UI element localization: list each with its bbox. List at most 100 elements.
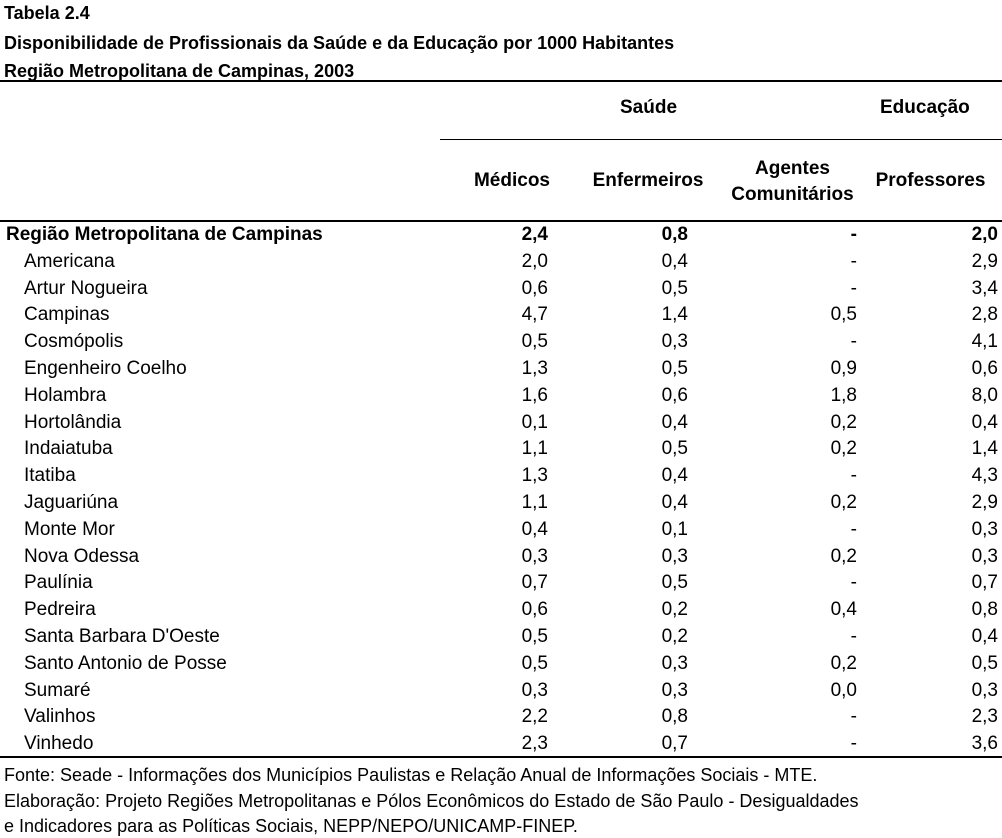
- cell-medicos: 0,5: [521, 331, 548, 353]
- cell-medicos: 2,3: [521, 733, 548, 755]
- cell-medicos: 4,7: [521, 304, 548, 326]
- cell-agentes: -: [850, 277, 857, 299]
- cell-professores: 2,9: [971, 250, 998, 272]
- cell-enfermeiros: 0,3: [661, 545, 688, 567]
- footnote-source: Fonte: Seade - Informações dos Município…: [4, 765, 818, 785]
- bottom-rule: [0, 756, 1002, 758]
- row-name: Santa Barbara D'Oeste: [24, 625, 220, 647]
- top-rule: [0, 80, 1002, 82]
- cell-agentes: 0,2: [830, 545, 857, 567]
- row-name: Jaguariúna: [24, 491, 119, 513]
- cell-medicos: 0,6: [521, 599, 548, 621]
- cell-professores: 2,8: [971, 304, 998, 326]
- footnote-elaboration-line2: e Indicadores para as Políticas Sociais,…: [4, 816, 578, 836]
- cell-professores: 0,6: [971, 357, 998, 379]
- cell-agentes: 0,2: [830, 438, 857, 460]
- row-name: Sumaré: [24, 679, 91, 701]
- table-row: Vinhedo 2,3 0,7 - 3,6: [0, 731, 1002, 758]
- footnote-elaboration-line1: Elaboração: Projeto Regiões Metropolitan…: [4, 791, 859, 811]
- cell-medicos: 2,2: [521, 706, 548, 728]
- cell-agentes: -: [850, 518, 857, 540]
- row-name: Santo Antonio de Posse: [24, 652, 227, 674]
- row-name: Itatiba: [24, 465, 76, 487]
- row-name: Artur Nogueira: [24, 277, 148, 299]
- cell-professores: 0,7: [971, 572, 998, 594]
- cell-agentes: -: [850, 465, 857, 487]
- cell-agentes: -: [850, 572, 857, 594]
- cell-professores: 0,4: [971, 411, 998, 433]
- row-name: Hortolândia: [24, 411, 122, 433]
- cell-enfermeiros: 1,4: [661, 304, 688, 326]
- table-row: Hortolândia 0,1 0,4 0,2 0,4: [0, 410, 1002, 437]
- row-name: Monte Mor: [24, 518, 115, 540]
- column-header-agentes-line2: Comunitários: [731, 184, 854, 205]
- cell-medicos: 0,4: [521, 518, 548, 540]
- cell-medicos: 0,5: [521, 652, 548, 674]
- row-name: Holambra: [24, 384, 107, 406]
- cell-enfermeiros: 0,8: [661, 706, 688, 728]
- table-row: Artur Nogueira 0,6 0,5 - 3,4: [0, 276, 1002, 303]
- cell-medicos: 2,0: [521, 250, 548, 272]
- cell-enfermeiros: 0,6: [661, 384, 688, 406]
- row-name: Região Metropolitana de Campinas: [6, 224, 323, 245]
- table-row: Valinhos 2,2 0,8 - 2,3: [0, 704, 1002, 731]
- cell-agentes: 0,2: [830, 411, 857, 433]
- column-header-agentes-line1: Agentes: [755, 158, 830, 179]
- row-name: Indaiatuba: [24, 438, 113, 460]
- column-header-medicos: Médicos: [473, 170, 551, 191]
- cell-agentes: -: [850, 331, 857, 353]
- table-row: Pedreira 0,6 0,2 0,4 0,8: [0, 597, 1002, 624]
- cell-enfermeiros: 0,4: [661, 250, 688, 272]
- cell-enfermeiros: 0,5: [661, 357, 688, 379]
- cell-agentes: 0,5: [830, 304, 857, 326]
- cell-agentes: -: [850, 733, 857, 755]
- cell-enfermeiros: 0,5: [661, 438, 688, 460]
- column-header-professores: Professores: [875, 170, 986, 191]
- cell-medicos: 0,1: [521, 411, 548, 433]
- table-row-total: Região Metropolitana de Campinas 2,4 0,8 - 2…: [0, 222, 1002, 249]
- cell-enfermeiros: 0,3: [661, 652, 688, 674]
- cell-enfermeiros: 0,2: [661, 625, 688, 647]
- cell-enfermeiros: 0,1: [661, 518, 688, 540]
- group-header-educacao: Educação: [880, 97, 970, 118]
- cell-medicos: 2,4: [521, 224, 548, 245]
- cell-enfermeiros: 0,3: [661, 331, 688, 353]
- group-header-saude: Saúde: [620, 97, 678, 118]
- cell-agentes: 0,0: [830, 679, 857, 701]
- cell-enfermeiros: 0,8: [661, 224, 688, 245]
- table-row: Campinas 4,7 1,4 0,5 2,8: [0, 302, 1002, 329]
- row-name: Pedreira: [24, 599, 96, 621]
- table-row: Santo Antonio de Posse 0,5 0,3 0,2 0,5: [0, 651, 1002, 678]
- cell-agentes: -: [850, 706, 857, 728]
- column-header-enfermeiros: Enfermeiros: [592, 170, 704, 191]
- table-row: Jaguariúna 1,1 0,4 0,2 2,9: [0, 490, 1002, 517]
- row-name: Americana: [24, 250, 115, 272]
- cell-professores: 2,3: [971, 706, 998, 728]
- cell-agentes: -: [850, 625, 857, 647]
- cell-agentes: 1,8: [830, 384, 857, 406]
- cell-medicos: 1,1: [521, 491, 548, 513]
- table-number: Tabela 2.4: [4, 3, 90, 23]
- cell-professores: 1,4: [971, 438, 998, 460]
- table-row: Paulínia 0,7 0,5 - 0,7: [0, 570, 1002, 597]
- table-subtitle: Região Metropolitana de Campinas, 2003: [4, 61, 355, 81]
- cell-enfermeiros: 0,4: [661, 491, 688, 513]
- cell-professores: 0,8: [971, 599, 998, 621]
- cell-medicos: 0,3: [521, 545, 548, 567]
- header-rule: [0, 220, 1002, 222]
- cell-professores: 0,3: [971, 518, 998, 540]
- cell-professores: 8,0: [971, 384, 998, 406]
- group-rule: [440, 139, 1002, 140]
- table-row: Americana 2,0 0,4 - 2,9: [0, 249, 1002, 276]
- cell-agentes: -: [850, 224, 857, 245]
- table-row: Holambra 1,6 0,6 1,8 8,0: [0, 383, 1002, 410]
- table-row: Sumaré 0,3 0,3 0,0 0,3: [0, 678, 1002, 705]
- table-title: Disponibilidade de Profissionais da Saúd…: [4, 33, 675, 53]
- row-name: Valinhos: [24, 706, 96, 728]
- cell-medicos: 1,3: [521, 465, 548, 487]
- cell-medicos: 1,1: [521, 438, 548, 460]
- cell-professores: 4,3: [971, 465, 998, 487]
- table-row: Santa Barbara D'Oeste 0,5 0,2 - 0,4: [0, 624, 1002, 651]
- cell-professores: 0,4: [971, 625, 998, 647]
